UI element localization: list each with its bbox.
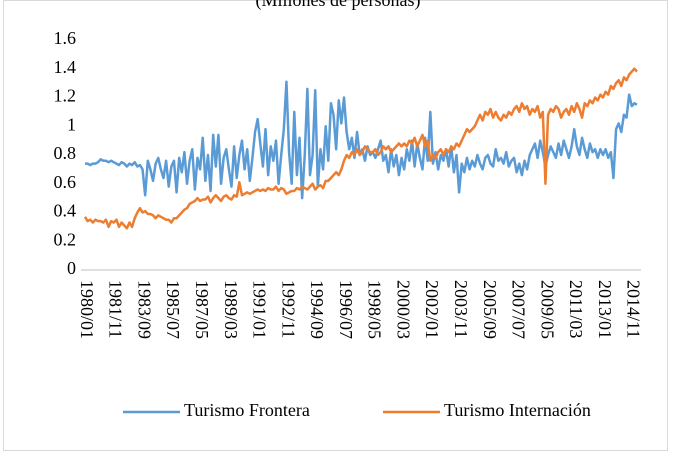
x-tick-label: 1991/01 <box>250 280 270 339</box>
y-tick-label: 0.2 <box>54 229 77 249</box>
x-tick-label: 1987/05 <box>192 280 212 339</box>
x-tick-label: 1983/09 <box>134 280 154 339</box>
chart-title: (Millones de personas) <box>256 0 421 11</box>
y-tick-label: 1.4 <box>54 57 77 77</box>
x-tick-label: 2009/05 <box>537 280 557 339</box>
x-tick-label: 2000/03 <box>393 280 413 339</box>
x-tick-label: 1981/11 <box>106 280 126 338</box>
series-line <box>83 67 638 230</box>
y-tick-label: 1.2 <box>54 86 77 106</box>
legend-label: Turismo Frontera <box>184 400 310 420</box>
x-tick-label: 2005/09 <box>480 280 500 339</box>
y-tick-label: 0 <box>67 258 76 278</box>
legend-label: Turismo Internación <box>444 400 591 420</box>
x-tick-label: 2007/07 <box>509 280 529 339</box>
chart-border <box>3 0 668 451</box>
y-tick-label: 1.6 <box>54 28 77 48</box>
x-tick-label: 2002/01 <box>422 280 442 339</box>
x-tick-label: 1989/03 <box>221 280 241 339</box>
x-tick-label: 2013/01 <box>595 280 615 339</box>
x-tick-label: 2011/03 <box>566 280 586 338</box>
x-tick-label: 1992/11 <box>278 280 298 338</box>
x-tick-label: 1998/05 <box>365 280 385 339</box>
y-tick-label: 0.4 <box>54 201 77 221</box>
x-tick-label: 2014/11 <box>624 280 644 338</box>
x-tick-label: 1980/01 <box>77 280 97 339</box>
y-tick-label: 0.6 <box>54 172 77 192</box>
y-tick-label: 0.8 <box>54 143 77 163</box>
y-tick-label: 1 <box>67 114 76 134</box>
x-tick-label: 1996/07 <box>336 280 356 339</box>
x-tick-label: 2003/11 <box>451 280 471 338</box>
x-tick-label: 1985/07 <box>163 280 183 339</box>
x-tick-label: 1994/09 <box>307 280 327 339</box>
